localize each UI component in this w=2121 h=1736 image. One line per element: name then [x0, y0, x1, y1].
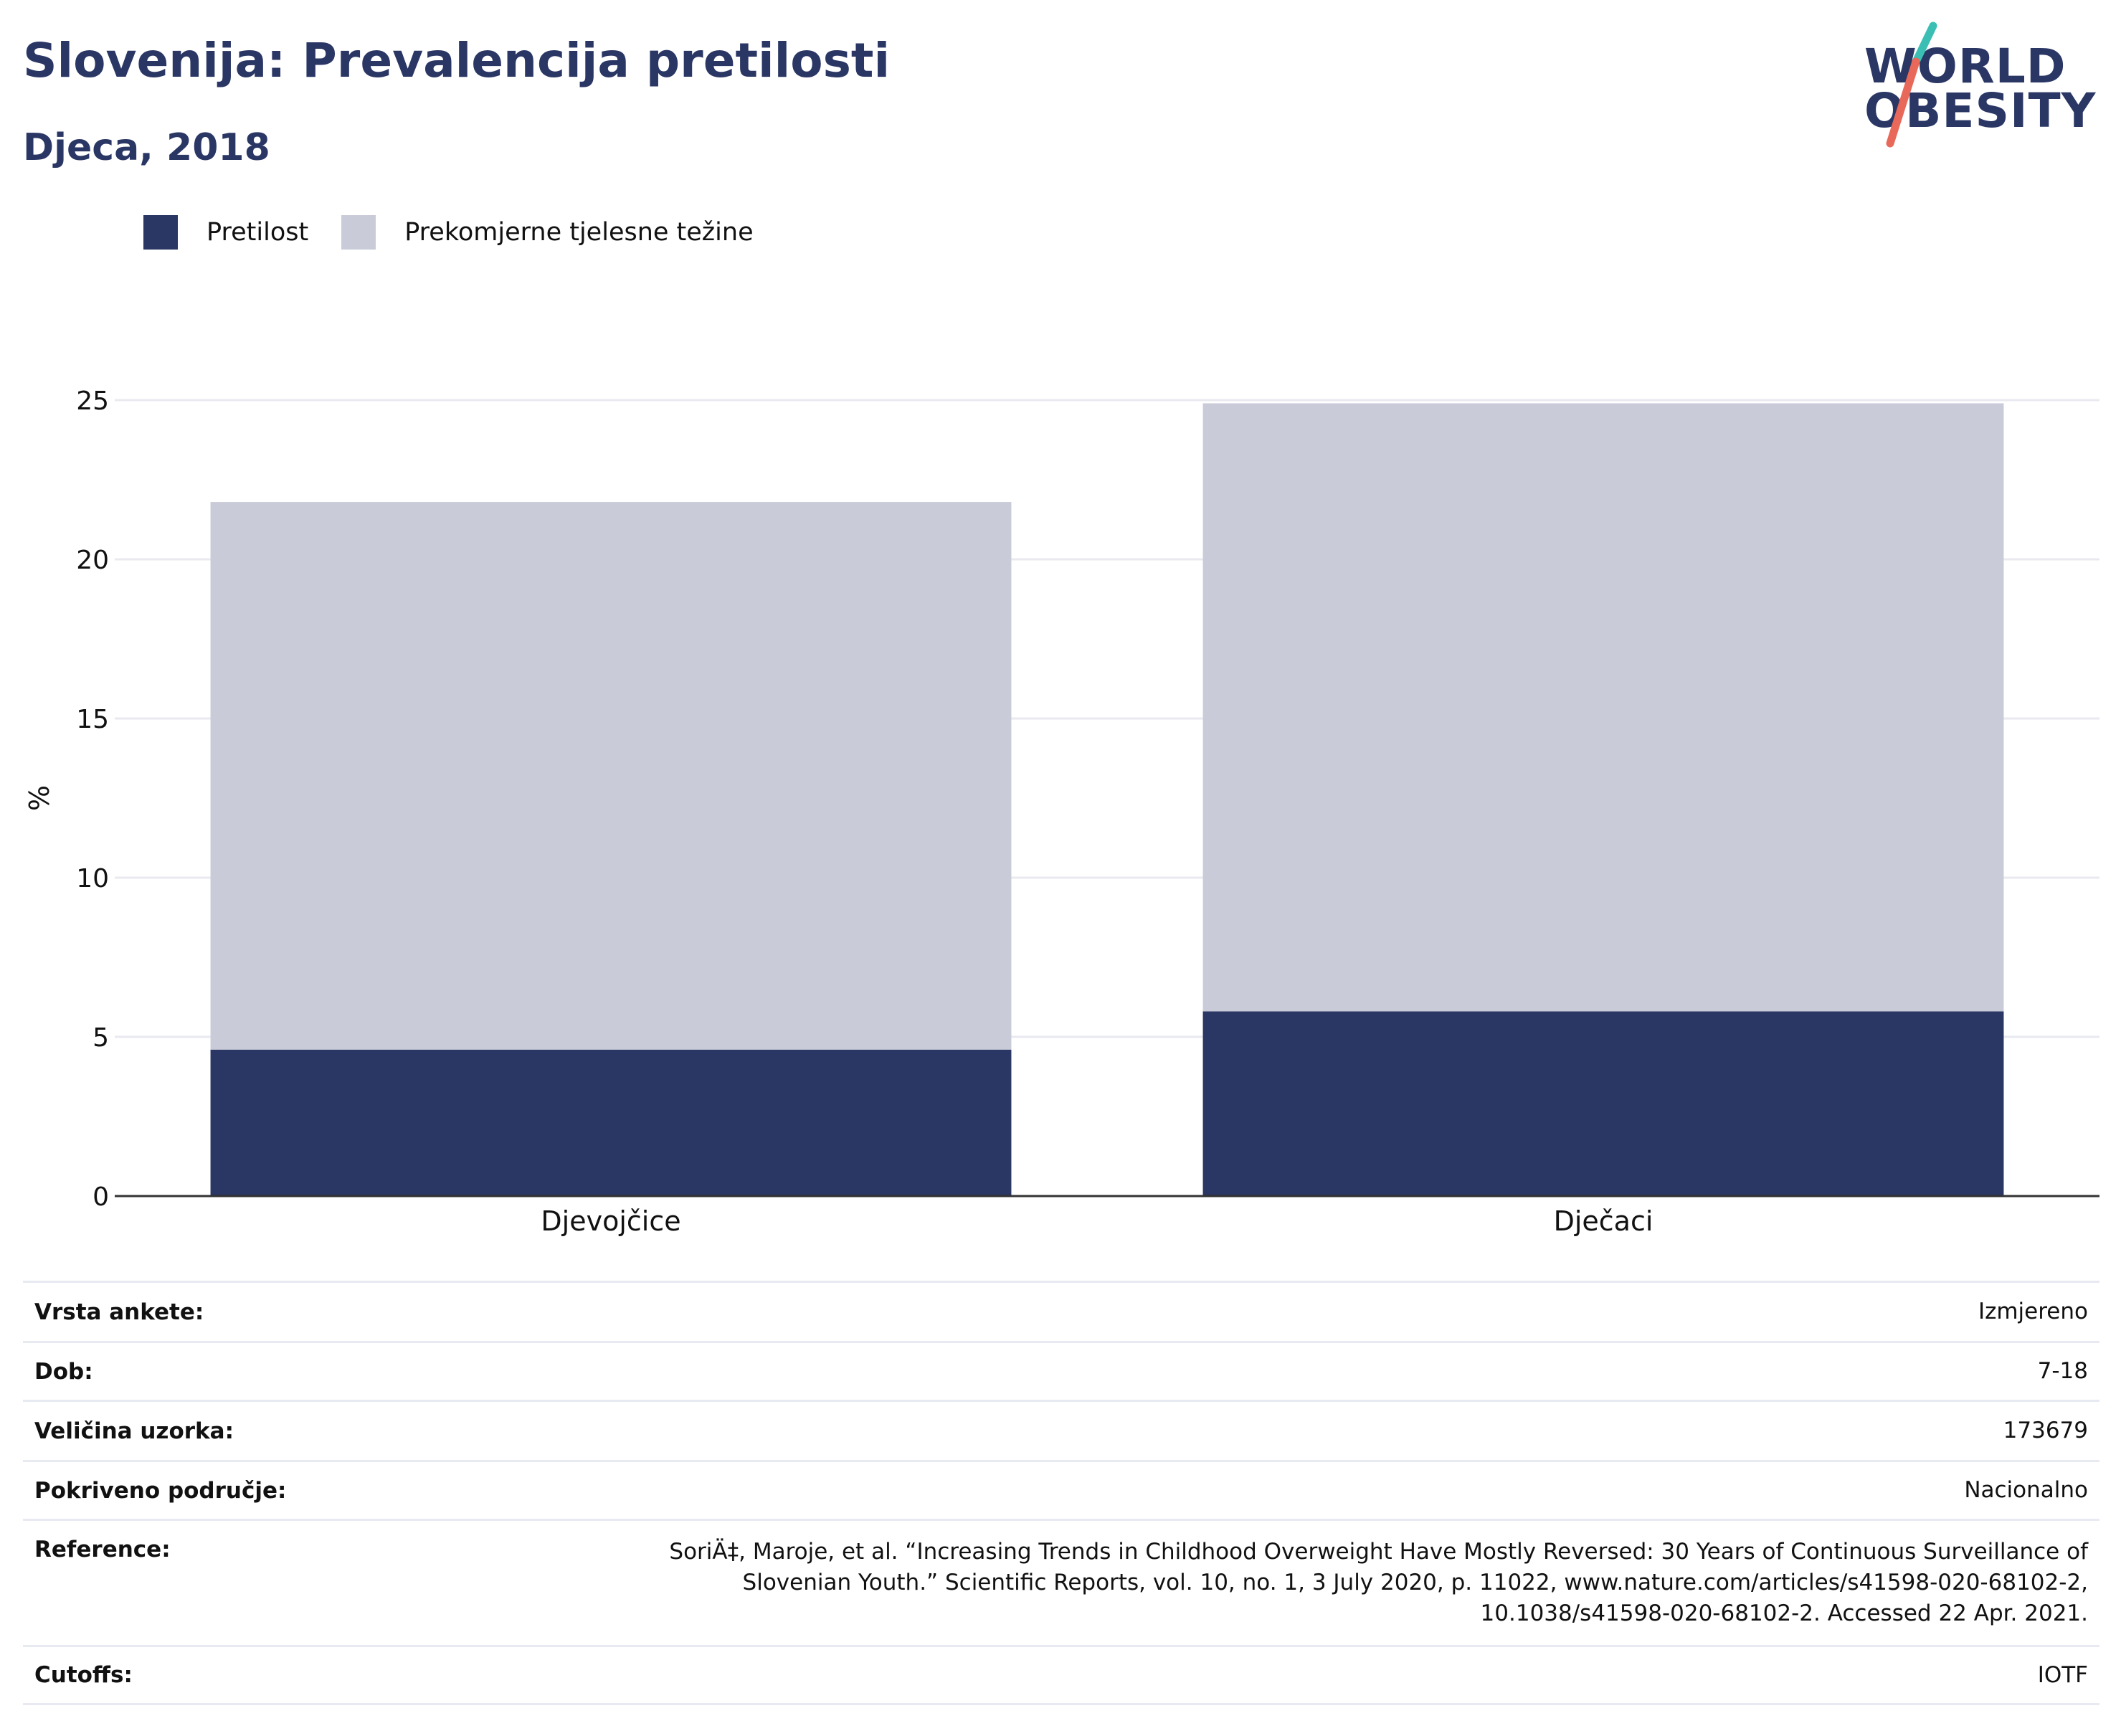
info-row-survey-type: Vrsta ankete: Izmjereno — [23, 1281, 2099, 1341]
stacked-bar-chart: 0 5 10 15 20 25 Djevojčice Dječaci% — [24, 386, 2099, 1237]
y-tick-label: 0 — [92, 1182, 109, 1212]
legend-item-pretilost[interactable]: Pretilost — [143, 215, 308, 250]
y-tick-label: 25 — [76, 386, 109, 416]
info-row-coverage: Pokriveno područje: Nacionalno — [23, 1460, 2099, 1519]
legend-label-prekomjerne: Prekomjerne tjelesne težine — [404, 218, 754, 247]
bar-segment — [1202, 1011, 2004, 1196]
bar-segment — [210, 1049, 1012, 1196]
info-row-cutoffs: Cutoffs: IOTF — [23, 1645, 2099, 1705]
legend-item-prekomjerne[interactable]: Prekomjerne tjelesne težine — [341, 215, 754, 250]
y-tick-label: 15 — [76, 705, 109, 734]
y-tick-label: 20 — [76, 546, 109, 575]
world-obesity-logo: WORLD OBESITY — [1864, 22, 2108, 151]
info-value: Izmjereno — [1978, 1299, 2088, 1324]
bar-segment — [210, 502, 1012, 1050]
legend-label-pretilost: Pretilost — [207, 218, 309, 247]
legend-swatch-pretilost — [143, 215, 178, 250]
y-tick-label: 10 — [76, 864, 109, 893]
info-key: Veličina uzorka: — [34, 1418, 234, 1444]
info-key: Dob: — [34, 1358, 93, 1385]
info-value: Nacionalno — [1964, 1477, 2088, 1503]
info-value: 173679 — [2003, 1418, 2088, 1443]
survey-info-table: Vrsta ankete: Izmjereno Dob: 7-18 Veliči… — [23, 1281, 2099, 1705]
info-value: IOTF — [2037, 1661, 2088, 1688]
chart-title: Slovenija: Prevalencija pretilosti — [23, 33, 891, 88]
chart-legend: Pretilost Prekomjerne tjelesne težine — [143, 212, 787, 252]
x-tick-label: Dječaci — [1554, 1205, 1653, 1237]
x-tick-label: Djevojčice — [541, 1205, 680, 1237]
legend-swatch-prekomjerne — [341, 215, 376, 250]
info-key: Pokriveno područje: — [34, 1477, 287, 1504]
chart-subtitle: Djeca, 2018 — [23, 126, 270, 169]
info-key: Reference: — [34, 1537, 171, 1562]
info-value: SoriÄ‡, Maroje, et al. “Increasing Trend… — [669, 1539, 2088, 1626]
info-key: Vrsta ankete: — [34, 1299, 204, 1325]
info-row-sample-size: Veličina uzorka: 173679 — [23, 1400, 2099, 1460]
info-row-age: Dob: 7-18 — [23, 1341, 2099, 1400]
bar-segment — [1202, 403, 2004, 1012]
logo-slash-icon — [1886, 22, 1937, 148]
logo-text-line1: WORLD — [1864, 39, 2067, 94]
info-key: Cutoffs: — [34, 1662, 133, 1688]
info-row-reference: Reference: SoriÄ‡, Maroje, et al. “Incre… — [23, 1519, 2099, 1645]
y-axis-label: % — [24, 785, 55, 811]
info-value: 7-18 — [2037, 1358, 2088, 1384]
y-tick-label: 5 — [92, 1023, 109, 1053]
